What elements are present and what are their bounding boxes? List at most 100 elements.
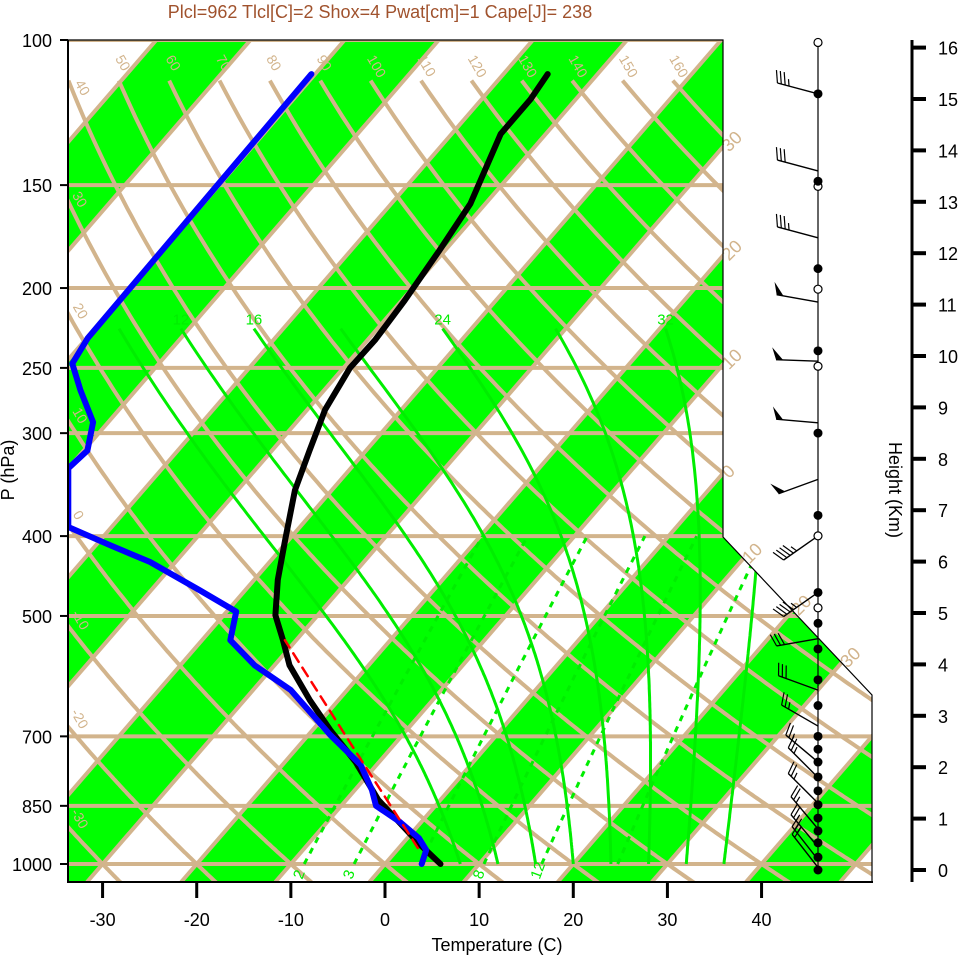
wind-barb-feather (793, 788, 801, 801)
moist-adiabat-line (664, 328, 702, 865)
pressure-tick-label: 300 (22, 424, 52, 444)
pressure-tick-label: 400 (22, 527, 52, 547)
mixing-ratio-line (540, 535, 699, 865)
isotherm-label: 30 (836, 643, 864, 671)
wind-barb-pennant (772, 347, 784, 360)
temperature-tick-label: 10 (469, 910, 489, 930)
height-tick-label: 9 (938, 398, 948, 418)
dry-adiabat-label: 120 (465, 52, 491, 80)
wind-barb-staff (777, 82, 819, 95)
y-axis-title: P (hPa) (0, 440, 18, 501)
dry-adiabat-label: 20 (70, 300, 92, 322)
moist-adiabat-line (554, 327, 652, 864)
wind-barb (787, 761, 819, 804)
pressure-tick-label: 200 (22, 279, 52, 299)
wind-barb (775, 69, 819, 95)
dry-adiabat-line (68, 79, 795, 882)
wind-barb-staff (776, 358, 819, 362)
wind-barb (785, 722, 819, 763)
height-tick-label: 11 (938, 296, 957, 316)
wind-barb-staff (791, 826, 819, 861)
dry-adiabat-label: 50 (112, 52, 134, 74)
temperature-tick-label: -20 (184, 910, 210, 930)
temperature-band (68, 40, 439, 882)
wind-profile (769, 37, 823, 875)
wind-barb (775, 213, 819, 239)
wind-barb-feather (773, 633, 782, 646)
chart-title: Plcl=962 Tlcl[C]=2 Shox=4 Pwat[cm]=1 Cap… (168, 2, 592, 22)
dry-adiabat-label: 90 (314, 52, 336, 74)
temperature-band (557, 40, 872, 882)
level-marker-filled (813, 838, 823, 848)
pressure-tick-label: 100 (22, 31, 52, 51)
level-marker-open (813, 531, 823, 541)
pressure-tick-label: 700 (22, 727, 52, 747)
level-marker-filled (813, 786, 823, 796)
wind-barb-feather (783, 149, 786, 163)
isotherm-line (650, 40, 872, 882)
pressure-tick-label: 150 (22, 176, 52, 196)
wind-barb-staff (777, 159, 819, 172)
wind-barb-half-feather (793, 772, 798, 780)
dewpoint-line (68, 71, 430, 867)
wind-barb (772, 347, 819, 362)
height-tick-label: 16 (938, 39, 958, 59)
wind-barb-feather (779, 71, 782, 85)
wind-barb-staff (783, 535, 819, 561)
wind-barb-feather (775, 69, 779, 84)
temperature-band (68, 40, 628, 882)
wind-barb-staff (777, 226, 819, 239)
dry-adiabat-line (419, 79, 872, 882)
wind-barb-feather (790, 785, 799, 798)
dry-adiabat-line (68, 80, 412, 882)
wind-barb (769, 632, 819, 647)
dry-adiabat-label: 60 (163, 52, 185, 74)
height-tick-label: 13 (938, 193, 958, 213)
wind-barb-pennant (774, 281, 784, 296)
temperature-tick-label: 40 (752, 910, 772, 930)
temperature-tick-label: 30 (657, 910, 677, 930)
height-tick-label: 0 (938, 861, 948, 881)
mixing-ratio-line (616, 535, 767, 865)
wind-barb-staff (776, 294, 819, 303)
level-marker-open (813, 361, 823, 371)
dry-adiabat-line (368, 79, 872, 882)
level-marker-filled (813, 852, 823, 862)
level-marker-filled (813, 644, 823, 654)
wind-barb-half-feather (787, 79, 790, 87)
wind-barb-pennant (772, 406, 784, 420)
level-marker-filled (813, 346, 823, 356)
level-marker-filled (813, 744, 823, 754)
level-marker-filled (813, 772, 823, 782)
height-tick-label: 2 (938, 758, 948, 778)
dry-adiabat-line (318, 79, 872, 882)
mixing-ratio-line (418, 535, 589, 865)
level-marker-filled (813, 587, 823, 597)
height-tick-label: 6 (938, 553, 948, 573)
dry-adiabat-label: 80 (263, 52, 285, 74)
isotherm-line (68, 40, 629, 882)
height-tick-label: 7 (938, 501, 948, 521)
wind-barb (787, 735, 819, 778)
parcel-line (283, 638, 420, 850)
wind-barb-pennant (770, 483, 786, 494)
isotherm-line (85, 40, 817, 882)
temperature-tick-label: -30 (90, 910, 116, 930)
wind-barb-staff (791, 833, 819, 868)
wind-barb-feather (783, 215, 786, 230)
wind-barb-feather (775, 147, 779, 161)
wind-barb-staff (783, 591, 819, 618)
wind-barb-staff (790, 796, 819, 830)
wind-barb-feather (783, 72, 786, 86)
isotherm-line (68, 40, 723, 882)
wind-barb-feather (782, 601, 794, 611)
height-tick-label: 1 (938, 810, 948, 830)
temperature-tick-label: -10 (278, 910, 304, 930)
wind-barb-feather (790, 803, 799, 816)
wind-barb-feather (777, 632, 786, 645)
dry-adiabat-label: 70 (213, 52, 235, 74)
wind-barb-half-feather (787, 702, 791, 710)
level-marker-filled (813, 675, 823, 685)
